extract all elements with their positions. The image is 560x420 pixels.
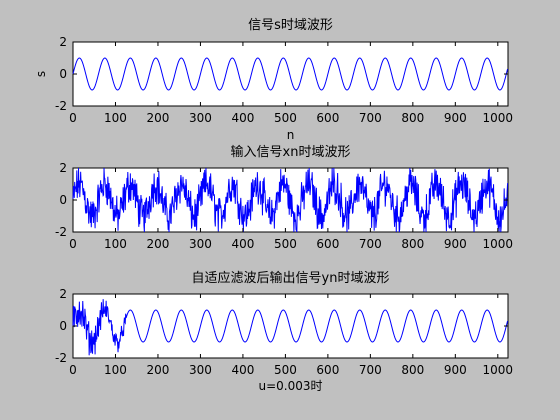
x-tick-label: 300: [189, 363, 212, 377]
x-tick-label: 800: [401, 237, 424, 251]
x-tick-label: 500: [274, 237, 297, 251]
x-tick-label: 600: [316, 363, 339, 377]
x-tick-label: 1000: [483, 237, 514, 251]
x-tick-label: 500: [274, 111, 297, 125]
y-tick-label: 0: [59, 193, 67, 207]
y-tick-label: 0: [59, 319, 67, 333]
x-tick-label: 100: [104, 237, 127, 251]
x-tick-label: 500: [274, 363, 297, 377]
x-tick-label: 300: [189, 111, 212, 125]
x-tick-label: 900: [444, 237, 467, 251]
x-tick-label: 200: [147, 111, 170, 125]
y-tick-label: 2: [59, 287, 67, 301]
x-tick-label: 400: [231, 363, 254, 377]
x-tick-label: 600: [316, 237, 339, 251]
x-tick-label: 900: [444, 111, 467, 125]
x-tick-label: 200: [147, 363, 170, 377]
subplot-2: 0 100 200 300 400 500 600 700 800 900 1000-202输入信号…: [55, 144, 513, 251]
x-tick-label: 0: [69, 363, 77, 377]
x-axis-label: u=0.003时: [258, 379, 322, 393]
subplot-title: 输入信号xn时域波形: [231, 144, 351, 160]
x-tick-label: 600: [316, 111, 339, 125]
y-tick-label: 2: [59, 35, 67, 49]
subplot-3: 0 100 200 300 400 500 600 700 800 900 1000-202自适应滤…: [55, 270, 513, 393]
x-tick-label: 1000: [483, 111, 514, 125]
x-tick-label: 800: [401, 111, 424, 125]
x-tick-label: 1000: [483, 363, 514, 377]
x-axis-label: n: [287, 128, 295, 142]
subplot-title: 自适应滤波后输出信号yn时域波形: [192, 270, 390, 286]
x-tick-label: 100: [104, 363, 127, 377]
x-tick-label: 100: [104, 111, 127, 125]
y-tick-label: -2: [55, 351, 67, 365]
x-tick-label: 400: [231, 237, 254, 251]
y-tick-label: -2: [55, 99, 67, 113]
x-tick-label: 700: [359, 111, 382, 125]
x-tick-label: 200: [147, 237, 170, 251]
x-tick-label: 0: [69, 237, 77, 251]
y-tick-label: 2: [59, 161, 67, 175]
y-axis-label: s: [34, 71, 48, 77]
x-tick-label: 0: [69, 111, 77, 125]
series-line: [72, 167, 509, 233]
x-tick-label: 900: [444, 363, 467, 377]
y-tick-label: -2: [55, 225, 67, 239]
series-line: [72, 299, 509, 356]
y-tick-label: 0: [59, 67, 67, 81]
x-tick-label: 700: [359, 237, 382, 251]
axes-box: [72, 41, 509, 107]
x-tick-label: 400: [231, 111, 254, 125]
x-tick-label: 300: [189, 237, 212, 251]
x-tick-label: 800: [401, 363, 424, 377]
x-tick-label: 700: [359, 363, 382, 377]
subplot-title: 信号s时域波形: [248, 18, 333, 33]
subplot-1: 0 100 200 300 400 500 600 700 800 900 1000-202信号s时…: [34, 18, 513, 142]
series-line: [72, 57, 509, 91]
